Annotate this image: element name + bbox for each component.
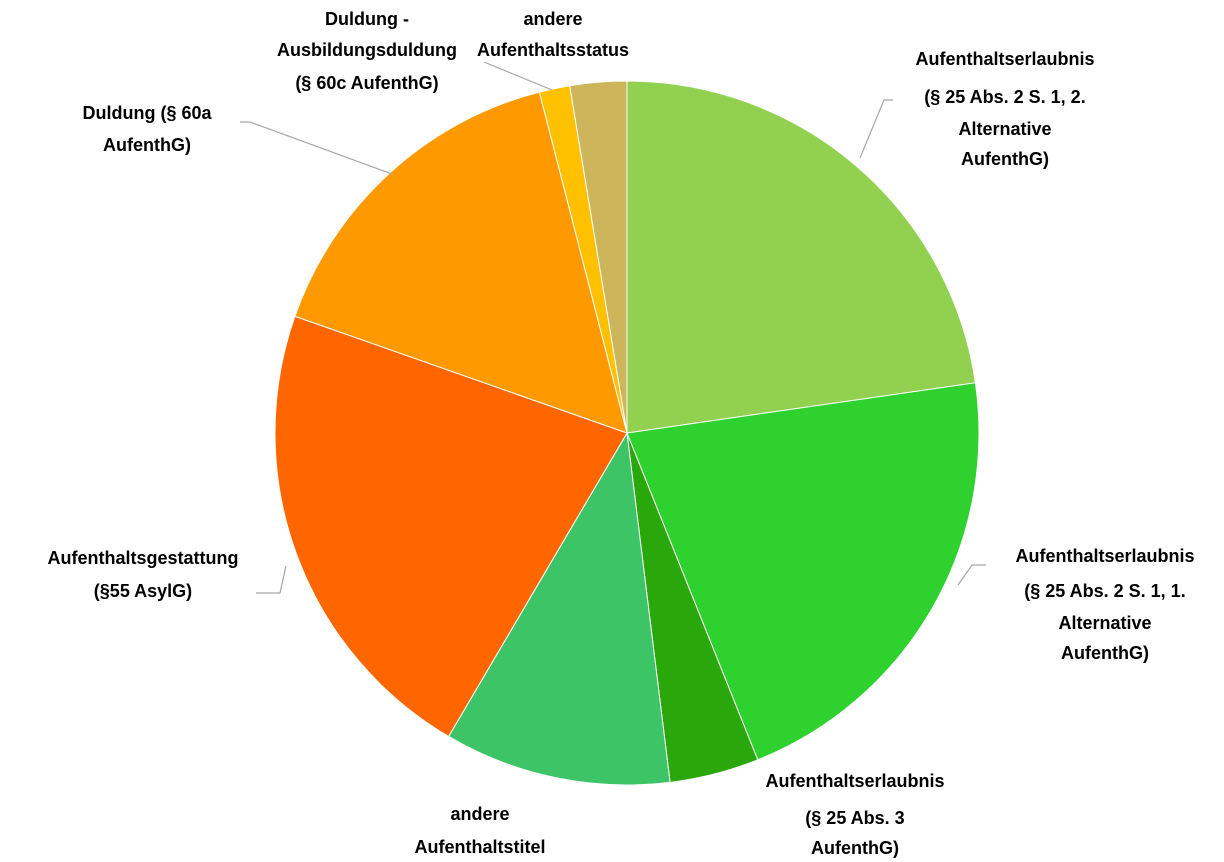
pie-slice — [447, 431, 671, 786]
leader-lines — [240, 61, 986, 594]
leader-line — [859, 99, 893, 159]
slice-label: andere Aufenthaltstitel — [414, 804, 545, 857]
slice-label: Aufenthaltsgestattung (§55 AsylG) — [48, 548, 239, 601]
pie-slice — [294, 91, 628, 434]
slice-label: Aufenthaltserlaubnis (§ 25 Abs. 3 AufenthG… — [765, 771, 944, 858]
slice-label: Duldung (§ 60a AufenthG) — [82, 103, 212, 155]
slice-label: Aufenthaltserlaubnis (§ 25 Abs. 2 S. 1, 1… — [1015, 546, 1194, 663]
leader-line — [240, 121, 393, 175]
pie-slice — [569, 80, 628, 434]
pie-slice — [626, 382, 980, 761]
leader-line — [483, 61, 553, 91]
slice-label: Aufenthaltserlaubnis (§ 25 Abs. 2 S. 1, 2… — [915, 49, 1094, 169]
slice-label: Duldung -Ausbildungsduldung (§ 60c Aufent… — [277, 9, 457, 93]
pie — [274, 80, 980, 786]
leader-line — [256, 565, 287, 594]
pie-slice — [274, 315, 628, 738]
leader-line — [957, 564, 986, 586]
pie-slice — [626, 80, 976, 434]
labels: Aufenthaltserlaubnis (§ 25 Abs. 2 S. 1, 2… — [48, 9, 1195, 858]
slice-label: andere Aufenthaltsstatus — [477, 9, 629, 60]
